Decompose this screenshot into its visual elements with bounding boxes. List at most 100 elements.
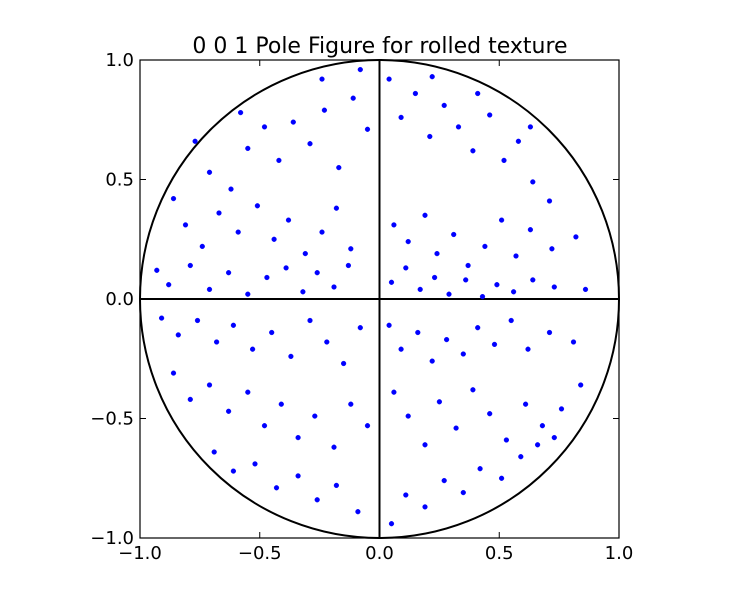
data-point [285, 217, 292, 223]
data-point [573, 234, 579, 240]
data-point [312, 413, 318, 419]
data-point [166, 282, 172, 288]
data-point [465, 262, 471, 269]
data-point [386, 76, 392, 82]
y-tick-label: 0.5 [105, 170, 134, 191]
data-point [422, 504, 428, 510]
data-point [192, 138, 198, 144]
data-point [261, 124, 268, 130]
data-point [470, 148, 476, 154]
data-point [441, 102, 447, 109]
data-point [487, 411, 493, 417]
data-point [518, 454, 524, 460]
data-point [429, 358, 435, 364]
data-point [238, 109, 244, 116]
data-point [475, 325, 481, 331]
data-point [446, 291, 452, 297]
data-point [288, 353, 294, 360]
data-point [391, 222, 397, 228]
data-point [405, 413, 411, 419]
data-point [295, 473, 301, 479]
data-point [412, 90, 419, 97]
data-point [417, 286, 423, 293]
data-point [154, 267, 160, 273]
data-point [436, 399, 443, 405]
data-point [230, 468, 237, 474]
data-point [175, 332, 181, 338]
data-point [477, 466, 483, 472]
data-point [422, 212, 428, 218]
data-point [455, 124, 462, 130]
chart-title: 0 0 1 Pole Figure for rolled texture [192, 34, 567, 59]
data-point [319, 229, 325, 235]
data-point [261, 423, 268, 429]
data-point [386, 322, 392, 328]
data-point [214, 339, 220, 345]
data-point [460, 351, 466, 357]
data-point [226, 408, 232, 414]
data-point [549, 246, 555, 252]
data-point [460, 490, 466, 496]
data-point [290, 119, 296, 125]
data-point [300, 289, 306, 295]
x-tick-label: 0.5 [485, 543, 514, 564]
data-point [546, 329, 553, 336]
data-point [182, 222, 189, 228]
data-point [355, 509, 361, 515]
data-point [269, 329, 275, 336]
data-point [230, 322, 237, 328]
data-point [348, 401, 354, 407]
data-point [499, 475, 505, 481]
data-point [515, 138, 522, 144]
data-point [364, 126, 371, 132]
data-point [422, 442, 428, 448]
data-point [331, 444, 337, 450]
data-point [546, 198, 553, 204]
data-point [527, 124, 534, 130]
data-point [482, 243, 488, 250]
data-point [264, 274, 270, 281]
data-point [187, 262, 193, 269]
data-point [254, 203, 261, 209]
y-tick-label: −1.0 [90, 528, 134, 549]
data-point [470, 387, 476, 393]
data-point [534, 442, 541, 448]
data-point [487, 112, 493, 118]
data-point [278, 401, 284, 407]
data-point [405, 239, 411, 245]
y-tick-label: 1.0 [105, 50, 134, 71]
data-point [206, 286, 213, 293]
x-tick-label: 0.0 [365, 543, 394, 564]
x-tick-label: −0.5 [238, 543, 282, 564]
data-point [508, 317, 514, 324]
data-point [276, 157, 282, 164]
data-point [444, 337, 450, 343]
data-point [432, 274, 438, 281]
data-point [170, 196, 177, 202]
data-point [501, 157, 507, 164]
data-point [503, 437, 510, 443]
data-point [187, 396, 193, 403]
data-point [491, 341, 498, 348]
data-point [295, 435, 301, 441]
data-point [283, 265, 289, 271]
data-point [429, 74, 435, 80]
data-point [357, 66, 363, 73]
data-point [336, 165, 342, 171]
data-point [357, 325, 363, 331]
data-point [451, 231, 457, 238]
data-point [228, 186, 234, 192]
data-point [245, 145, 251, 152]
data-point [388, 521, 395, 527]
data-point [226, 270, 232, 276]
data-point [273, 485, 280, 491]
data-point [245, 291, 251, 297]
data-point [527, 227, 534, 233]
data-point [245, 389, 251, 395]
plot-marks [139, 59, 620, 539]
data-point [558, 406, 565, 412]
data-point [206, 169, 213, 175]
data-point [453, 425, 459, 431]
data-point [499, 217, 505, 223]
data-point [159, 315, 165, 321]
